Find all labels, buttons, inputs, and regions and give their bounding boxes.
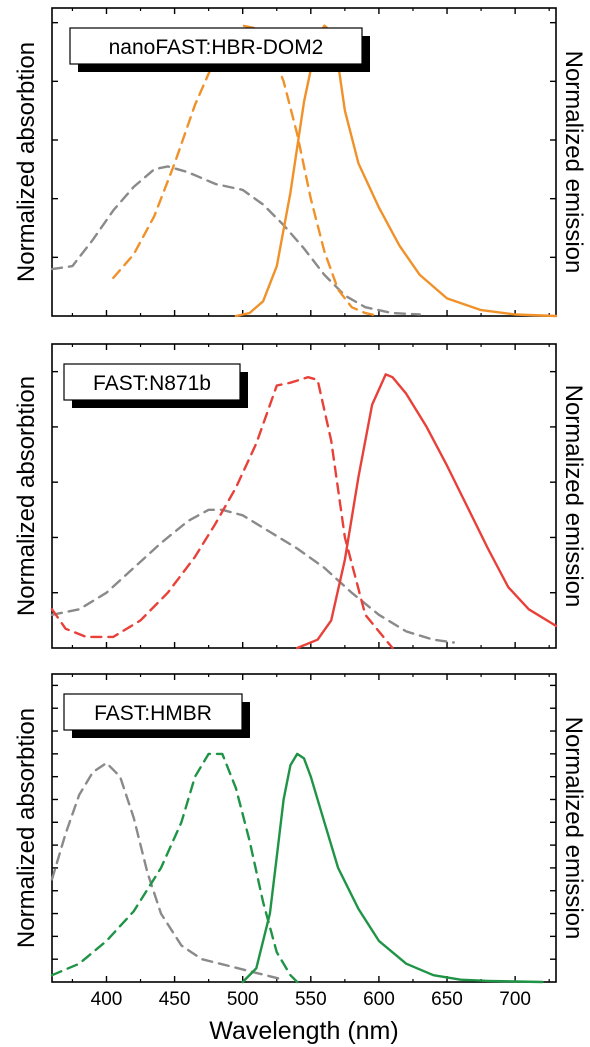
y-axis-label-left: Normalized absorbtion [13,42,40,282]
legend-box [63,363,241,401]
x-axis-label: Wavelength (nm) [209,1017,398,1045]
y-axis-label-right: Normalized emission [560,717,587,940]
y-axis-label-left: Normalized absorbtion [13,708,40,948]
plot-frame [51,343,557,649]
x-tick-label: 700 [499,989,531,1010]
x-tick-label: 500 [227,989,259,1010]
series-absorption-gray [50,508,455,644]
series-absorption-gray [50,761,285,981]
series-absorption-colored [50,376,394,650]
panel-legend-label: FAST:HMBR [94,702,212,725]
y-axis-label-right: Normalized emission [560,385,587,608]
panel-legend-label: nanoFAST:HBR-DOM2 [109,36,324,59]
x-tick-label: 650 [431,989,463,1010]
panel-2: FAST:N871b Normalized absorbtion Normalize… [13,343,587,650]
panel-legend-label: FAST:N871b [93,372,211,395]
series-absorption-gray [50,165,421,316]
x-tick-label: 400 [91,989,123,1010]
legend-box [69,27,363,65]
plot-frame [51,7,557,317]
x-tick-label: 550 [295,989,327,1010]
series-emission [296,373,558,650]
series-emission [241,752,544,984]
series-absorption-colored [50,752,299,984]
y-axis-label-left: Normalized absorbtion [13,376,40,616]
legend-box [63,693,243,731]
plot-frame [51,673,557,983]
panel-3: FAST:HMBR Normalized absorbtion Normalized… [13,673,587,984]
panel-1: nanoFAST:HBR-DOM2 Normalized absorbtion No… [13,7,587,318]
y-axis-label-right: Normalized emission [560,51,587,274]
x-tick-label: 450 [159,989,191,1010]
x-tick-label: 600 [363,989,395,1010]
